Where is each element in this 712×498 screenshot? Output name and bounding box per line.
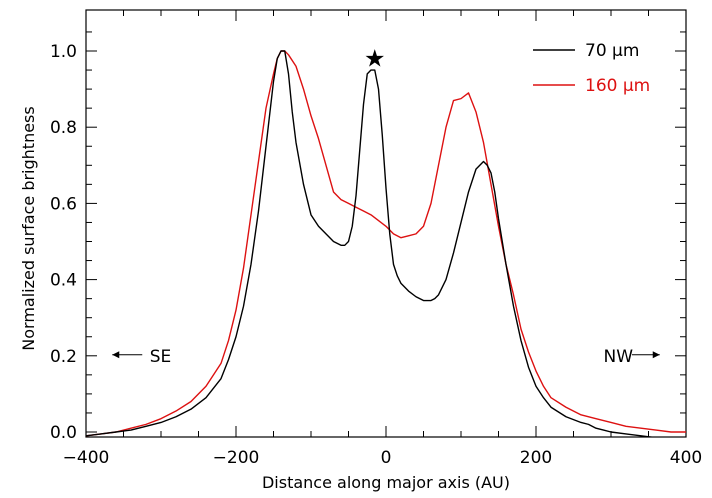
se-label: SE [150,347,172,367]
y-axis-title: Normalized surface brightness [19,106,38,350]
y-tick-label: 0.4 [50,271,77,291]
plot-frame [85,9,687,438]
x-tick-label: 0 [381,448,392,468]
star-marker: ★ [364,45,386,73]
nw-arrow-head [652,351,660,359]
y-tick-label: 0.6 [50,194,77,214]
y-tick-label: 1.0 [50,42,77,62]
legend-label-0: 70 μm [585,41,639,61]
legend-label-1: 160 μm [585,76,650,96]
legend: 70 μm 160 μm [533,41,650,96]
series-line-70um [86,50,656,437]
nw-label: NW [604,347,634,367]
series-line-160um [86,50,686,437]
y-tick-label: 0.0 [50,423,77,443]
x-axis-title: Distance along major axis (AU) [262,473,510,492]
y-tick-label: 0.8 [50,118,77,138]
x-tick-label: −200 [213,448,260,468]
x-tick-label: −400 [63,448,110,468]
axes-frame [85,9,687,438]
series-layer [86,50,686,437]
x-tick-label: 400 [670,448,702,468]
axis-ticks [85,10,687,437]
annotations: ★ SE NW [112,45,660,367]
axis-tick-labels: −400 −200 0 200 400 0.0 0.2 0.4 0.6 0.8 1.0 [50,42,702,468]
y-tick-label: 0.2 [50,347,77,367]
se-arrow-head [112,351,120,359]
x-tick-label: 200 [520,448,552,468]
